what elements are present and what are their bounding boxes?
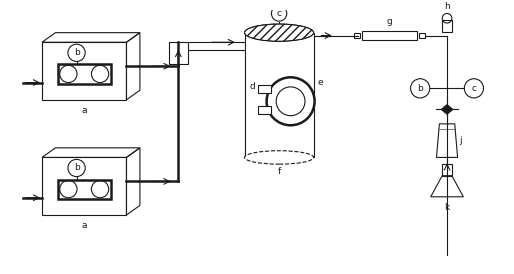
Text: b: b: [74, 164, 80, 173]
Text: h: h: [444, 2, 450, 11]
Text: k: k: [445, 202, 450, 212]
Circle shape: [68, 159, 85, 177]
Ellipse shape: [245, 24, 314, 41]
Text: g: g: [387, 17, 392, 26]
Text: f: f: [278, 167, 281, 176]
Bar: [258, 85, 271, 93]
Text: j: j: [460, 136, 462, 145]
Circle shape: [68, 44, 85, 61]
Bar: [258, 106, 271, 114]
Text: a: a: [82, 105, 87, 115]
Text: d: d: [249, 82, 255, 92]
Text: e: e: [318, 78, 323, 87]
Circle shape: [276, 87, 305, 116]
Polygon shape: [442, 109, 453, 114]
Text: b: b: [74, 48, 80, 57]
Bar: [442, 20, 452, 32]
Circle shape: [267, 77, 315, 125]
Bar: [245, 33, 314, 158]
Circle shape: [271, 6, 287, 21]
Polygon shape: [442, 105, 453, 109]
Text: c: c: [277, 9, 282, 18]
Circle shape: [411, 79, 430, 98]
Bar: [419, 33, 425, 38]
Text: c: c: [471, 84, 476, 93]
Text: a: a: [82, 221, 87, 230]
Ellipse shape: [245, 151, 314, 164]
Bar: [362, 31, 417, 40]
Bar: [169, 42, 188, 64]
Bar: [354, 33, 360, 38]
Circle shape: [464, 79, 484, 98]
Bar: [442, 164, 452, 176]
Text: b: b: [417, 84, 423, 93]
